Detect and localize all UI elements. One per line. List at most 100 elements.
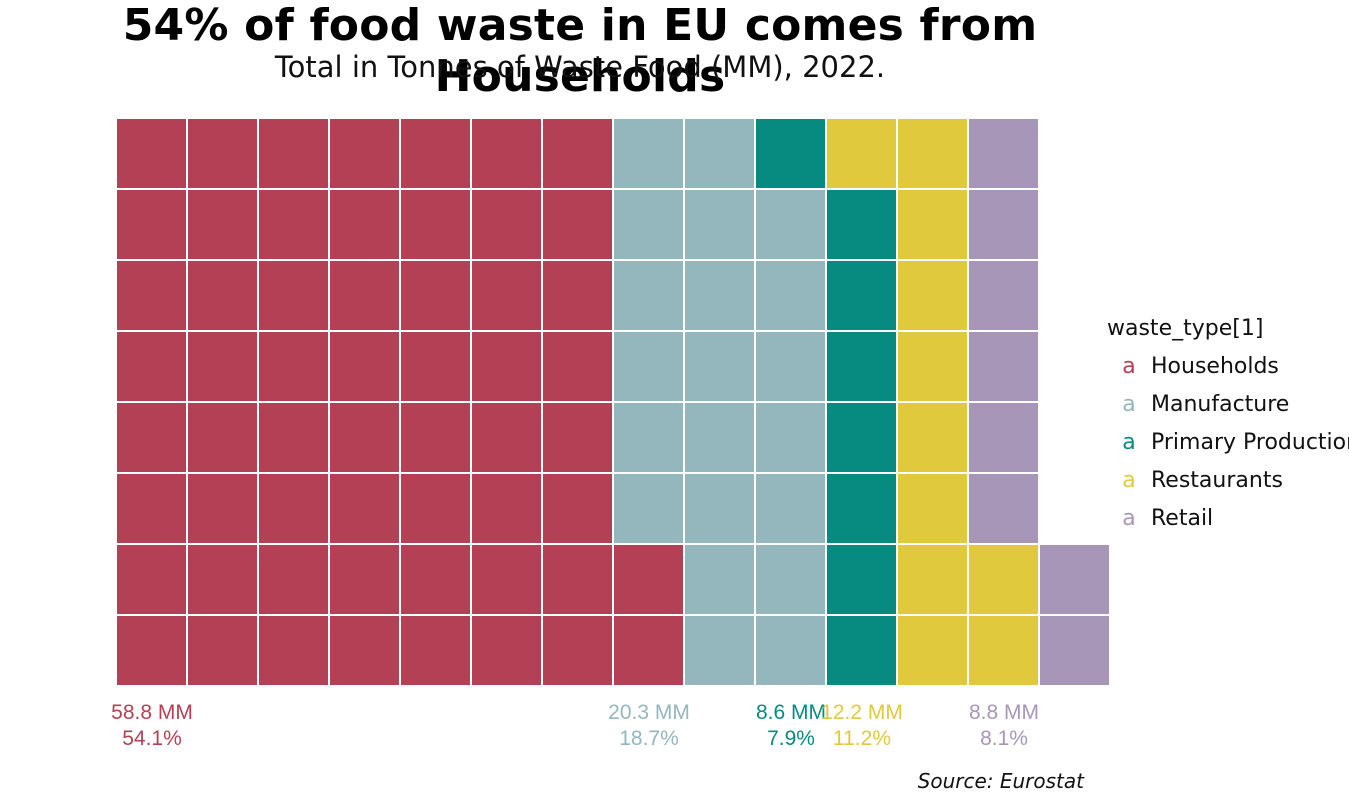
waffle-cell-households [399,614,472,687]
waffle-cell-restaurants [896,614,969,687]
waffle-cell-households [470,188,543,261]
waffle-cell-primary-production [825,614,898,687]
waffle-cell-households [328,330,401,403]
waffle-cell-retail [967,188,1040,261]
waffle-cell-manufacture [754,614,827,687]
chart-subtitle: Total in Tonnes of Waste Food (MM), 2022… [274,50,886,84]
legend-key-primary-production: a [1122,429,1136,455]
waffle-cell-retail [967,401,1040,474]
waffle-cell-retail [1038,614,1111,687]
waffle-cell-primary-production [825,472,898,545]
legend-key-retail: a [1122,505,1136,531]
waffle-cell-manufacture [754,543,827,616]
amount-label-primary-production: 8.6 MM [756,701,826,724]
waffle-cell-primary-production [825,401,898,474]
waffle-cell-households [541,401,614,474]
waffle-cell-manufacture [612,472,685,545]
waffle-cell-restaurants [967,543,1040,616]
waffle-cell-households [541,330,614,403]
waffle-cell-households [115,543,188,616]
waffle-cell-manufacture [683,330,756,403]
waffle-cell-households [186,614,259,687]
waffle-cell-households [399,543,472,616]
waffle-cell-manufacture [683,543,756,616]
legend-item-primary-production: a Primary Production [1107,423,1349,461]
percent-label-retail: 8.1% [980,727,1028,750]
waffle-cell-households [186,543,259,616]
waffle-cell-households [399,472,472,545]
waffle-cell-households [328,188,401,261]
waffle-cell-households [257,614,330,687]
waffle-cell-households [612,614,685,687]
waffle-cell-restaurants [896,330,969,403]
amount-label-retail: 8.8 MM [969,701,1039,724]
waffle-cell-households [470,259,543,332]
waffle-cell-households [115,117,188,190]
legend: waste_type[1] a Households a Manufacture a Pr… [1107,316,1349,537]
waffle-cell-households [541,117,614,190]
waffle-cell-households [257,472,330,545]
legend-label-manufacture: Manufacture [1151,391,1290,417]
percent-label-manufacture: 18.7% [619,727,679,750]
waffle-cell-retail [967,259,1040,332]
waffle-cell-households [186,117,259,190]
amount-label-households: 58.8 MM [111,701,193,724]
waffle-cell-primary-production [825,188,898,261]
waffle-cell-restaurants [825,117,898,190]
waffle-cell-households [186,472,259,545]
waffle-cell-households [399,330,472,403]
waffle-cell-households [328,259,401,332]
waffle-cell-households [470,117,543,190]
waffle-cell-households [328,117,401,190]
waffle-cell-households [328,543,401,616]
waffle-cell-households [115,472,188,545]
waffle-cell-households [541,188,614,261]
waffle-cell-households [399,188,472,261]
waffle-cell-households [257,117,330,190]
waffle-cell-restaurants [896,188,969,261]
waffle-cell-manufacture [683,401,756,474]
waffle-cell-households [186,259,259,332]
waffle-cell-primary-production [825,330,898,403]
waffle-cell-manufacture [612,401,685,474]
waffle-cell-manufacture [612,188,685,261]
waffle-cell-primary-production [825,543,898,616]
waffle-cell-households [328,614,401,687]
waffle-cell-households [115,188,188,261]
waffle-cell-retail [967,330,1040,403]
waffle-cell-manufacture [754,330,827,403]
percent-label-restaurants: 11.2% [833,727,891,750]
waffle-cell-households [541,259,614,332]
waffle-cell-households [328,401,401,474]
legend-item-retail: a Retail [1107,499,1349,537]
waffle-cell-households [186,330,259,403]
waffle-cell-manufacture [612,259,685,332]
waffle-cell-households [257,330,330,403]
waffle-cell-manufacture [683,259,756,332]
waffle-cell-households [399,117,472,190]
waffle-cell-manufacture [683,614,756,687]
legend-item-households: a Households [1107,347,1349,385]
source-caption: Source: Eurostat [917,769,1084,793]
waffle-cell-retail [1038,543,1111,616]
waffle-cell-retail [967,472,1040,545]
waffle-cell-households [470,543,543,616]
percent-label-households: 54.1% [122,727,182,750]
waffle-cell-households [470,330,543,403]
waffle-cell-manufacture [754,188,827,261]
waffle-cell-households [115,259,188,332]
waffle-cell-restaurants [896,401,969,474]
waffle-cell-households [541,614,614,687]
waffle-cell-restaurants [967,614,1040,687]
legend-key-restaurants: a [1122,467,1136,493]
waffle-cell-manufacture [754,259,827,332]
waffle-cell-primary-production [825,259,898,332]
waffle-cell-restaurants [896,472,969,545]
waffle-cell-manufacture [754,401,827,474]
legend-key-households: a [1122,353,1136,379]
percent-label-primary-production: 7.9% [767,727,815,750]
waffle-cell-manufacture [683,117,756,190]
legend-label-households: Households [1151,353,1279,379]
waffle-cell-retail [967,117,1040,190]
